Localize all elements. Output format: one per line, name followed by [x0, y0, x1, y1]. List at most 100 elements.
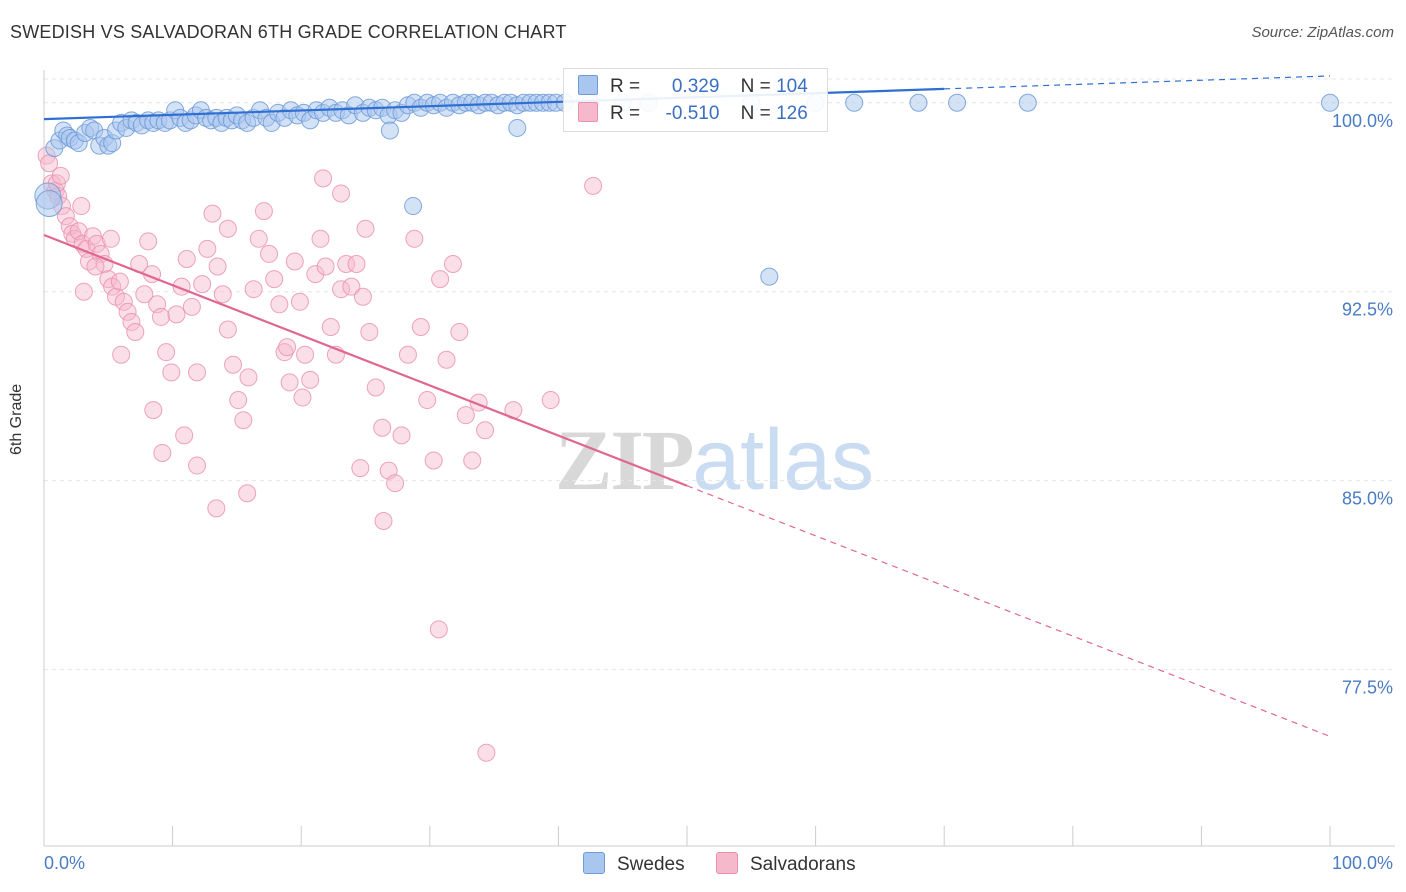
salvadoran-point [265, 270, 284, 289]
swede-point [845, 93, 864, 112]
salvadoran-point [182, 297, 201, 316]
y-tick-label: 92.5% [1342, 300, 1393, 320]
salvadoran-point [347, 255, 366, 273]
salvadoran-point [153, 443, 172, 462]
tick-labels: 100.0% 92.5% 85.0% 77.5% 0.0% 100.0% [44, 111, 1393, 873]
swede-point [508, 118, 527, 137]
salvadoran-point [249, 229, 268, 248]
series-legend: Swedes Salvadorans [0, 852, 1406, 878]
salvadoran-point [51, 166, 70, 185]
salvadoran-point [144, 401, 163, 420]
swedes-n-value: 104 [776, 76, 808, 97]
salvadoran-point [278, 338, 297, 357]
salvadoran-point [208, 257, 227, 276]
swedes-swatch [578, 75, 598, 95]
salvadoran-point [418, 391, 437, 410]
salvadoran-point [224, 355, 243, 374]
legend-r-label: R = [610, 103, 641, 124]
salvadoran-point [398, 345, 417, 364]
salvadoran-point [443, 255, 462, 273]
salvadoran-point [118, 302, 137, 321]
salvadorans-points [37, 146, 603, 762]
salvadoran-point [316, 257, 335, 276]
salvadoran-point [198, 239, 217, 258]
salvadoran-point [74, 282, 93, 301]
salvadoran-point [314, 169, 333, 188]
legend-row-swedes: R = 0.329 N = 104 [578, 75, 808, 99]
salvadorans-trend-line [43, 234, 688, 487]
salvadoran-point [321, 317, 340, 336]
legend-n-label: N = [740, 76, 771, 97]
salvadoran-point [392, 426, 411, 445]
salvadoran-point [135, 285, 154, 304]
salvadoran-point [374, 511, 393, 530]
salvadoran-point [177, 249, 196, 268]
salvadoran-point [218, 320, 237, 339]
salvadoran-point [437, 350, 456, 369]
salvadoran-point [332, 184, 351, 203]
salvadorans-r-value: -0.510 [665, 103, 720, 124]
salvadoran-point [285, 252, 304, 271]
salvadoran-point [301, 370, 320, 389]
chart-source: Source: ZipAtlas.com [1251, 24, 1394, 41]
salvadorans-trend-extension [686, 485, 1331, 737]
salvadoran-point [296, 345, 315, 364]
salvadoran-point [244, 280, 263, 299]
legend-item-swedes: Swedes [583, 852, 685, 876]
legend-row-salvadorans: R = -0.510 N = 126 [578, 102, 808, 126]
salvadoran-point [306, 265, 325, 284]
salvadoran-point [386, 474, 405, 493]
swedes-legend-swatch [583, 852, 605, 874]
salvadoran-point [72, 197, 91, 216]
salvadoran-point [290, 292, 309, 311]
salvadoran-point [229, 391, 248, 410]
swede-point [1321, 93, 1339, 112]
salvadoran-point [366, 378, 385, 397]
legend-label-swedes: Swedes [617, 854, 685, 875]
salvadoran-point [360, 323, 379, 342]
swede-point [35, 190, 63, 218]
x-tick-label: 100.0% [1332, 853, 1393, 873]
salvadoran-point [332, 280, 351, 299]
salvadoran-point [218, 219, 237, 238]
legend-r-label: R = [610, 76, 641, 97]
swede-point [948, 93, 967, 112]
salvadoran-point [139, 232, 158, 251]
salvadoran-point [193, 275, 212, 294]
swede-point [380, 121, 399, 140]
salvadoran-point [238, 484, 257, 503]
salvadoran-point [122, 312, 141, 331]
salvadoran-point [101, 229, 120, 248]
salvadoran-point [87, 234, 106, 253]
watermark: ZIPatlas [555, 410, 874, 510]
salvadoran-point [450, 323, 469, 342]
salvadoran-point [431, 270, 450, 289]
swede-point [760, 267, 779, 286]
legend-n-label: N = [740, 103, 771, 124]
salvadoran-point [152, 307, 171, 326]
salvadoran-point [456, 406, 475, 425]
salvadorans-n-value: 126 [776, 103, 808, 124]
salvadoran-point [234, 411, 253, 430]
swedes-points [34, 93, 1339, 286]
swedes-trend-extension [944, 75, 1331, 90]
y-tick-label: 85.0% [1342, 489, 1393, 509]
salvadoran-point [188, 363, 207, 382]
salvadoran-point [311, 229, 330, 248]
salvadoran-point [405, 229, 424, 248]
salvadoran-point [342, 277, 361, 296]
salvadoran-point [203, 204, 222, 223]
swedes-r-value: 0.329 [671, 76, 720, 97]
x-tick-label: 0.0% [44, 853, 85, 873]
salvadoran-point [373, 418, 392, 437]
salvadoran-point [207, 499, 226, 518]
salvadoran-point [424, 451, 443, 470]
correlation-legend: R = 0.329 N = 104 R = -0.510 N = 126 [563, 68, 828, 132]
salvadoran-point [167, 305, 186, 324]
salvadoran-point [175, 426, 194, 445]
salvadoran-point [584, 176, 603, 195]
salvadoran-point [112, 345, 131, 364]
swede-point [1018, 93, 1037, 112]
salvadoran-point [476, 421, 495, 440]
